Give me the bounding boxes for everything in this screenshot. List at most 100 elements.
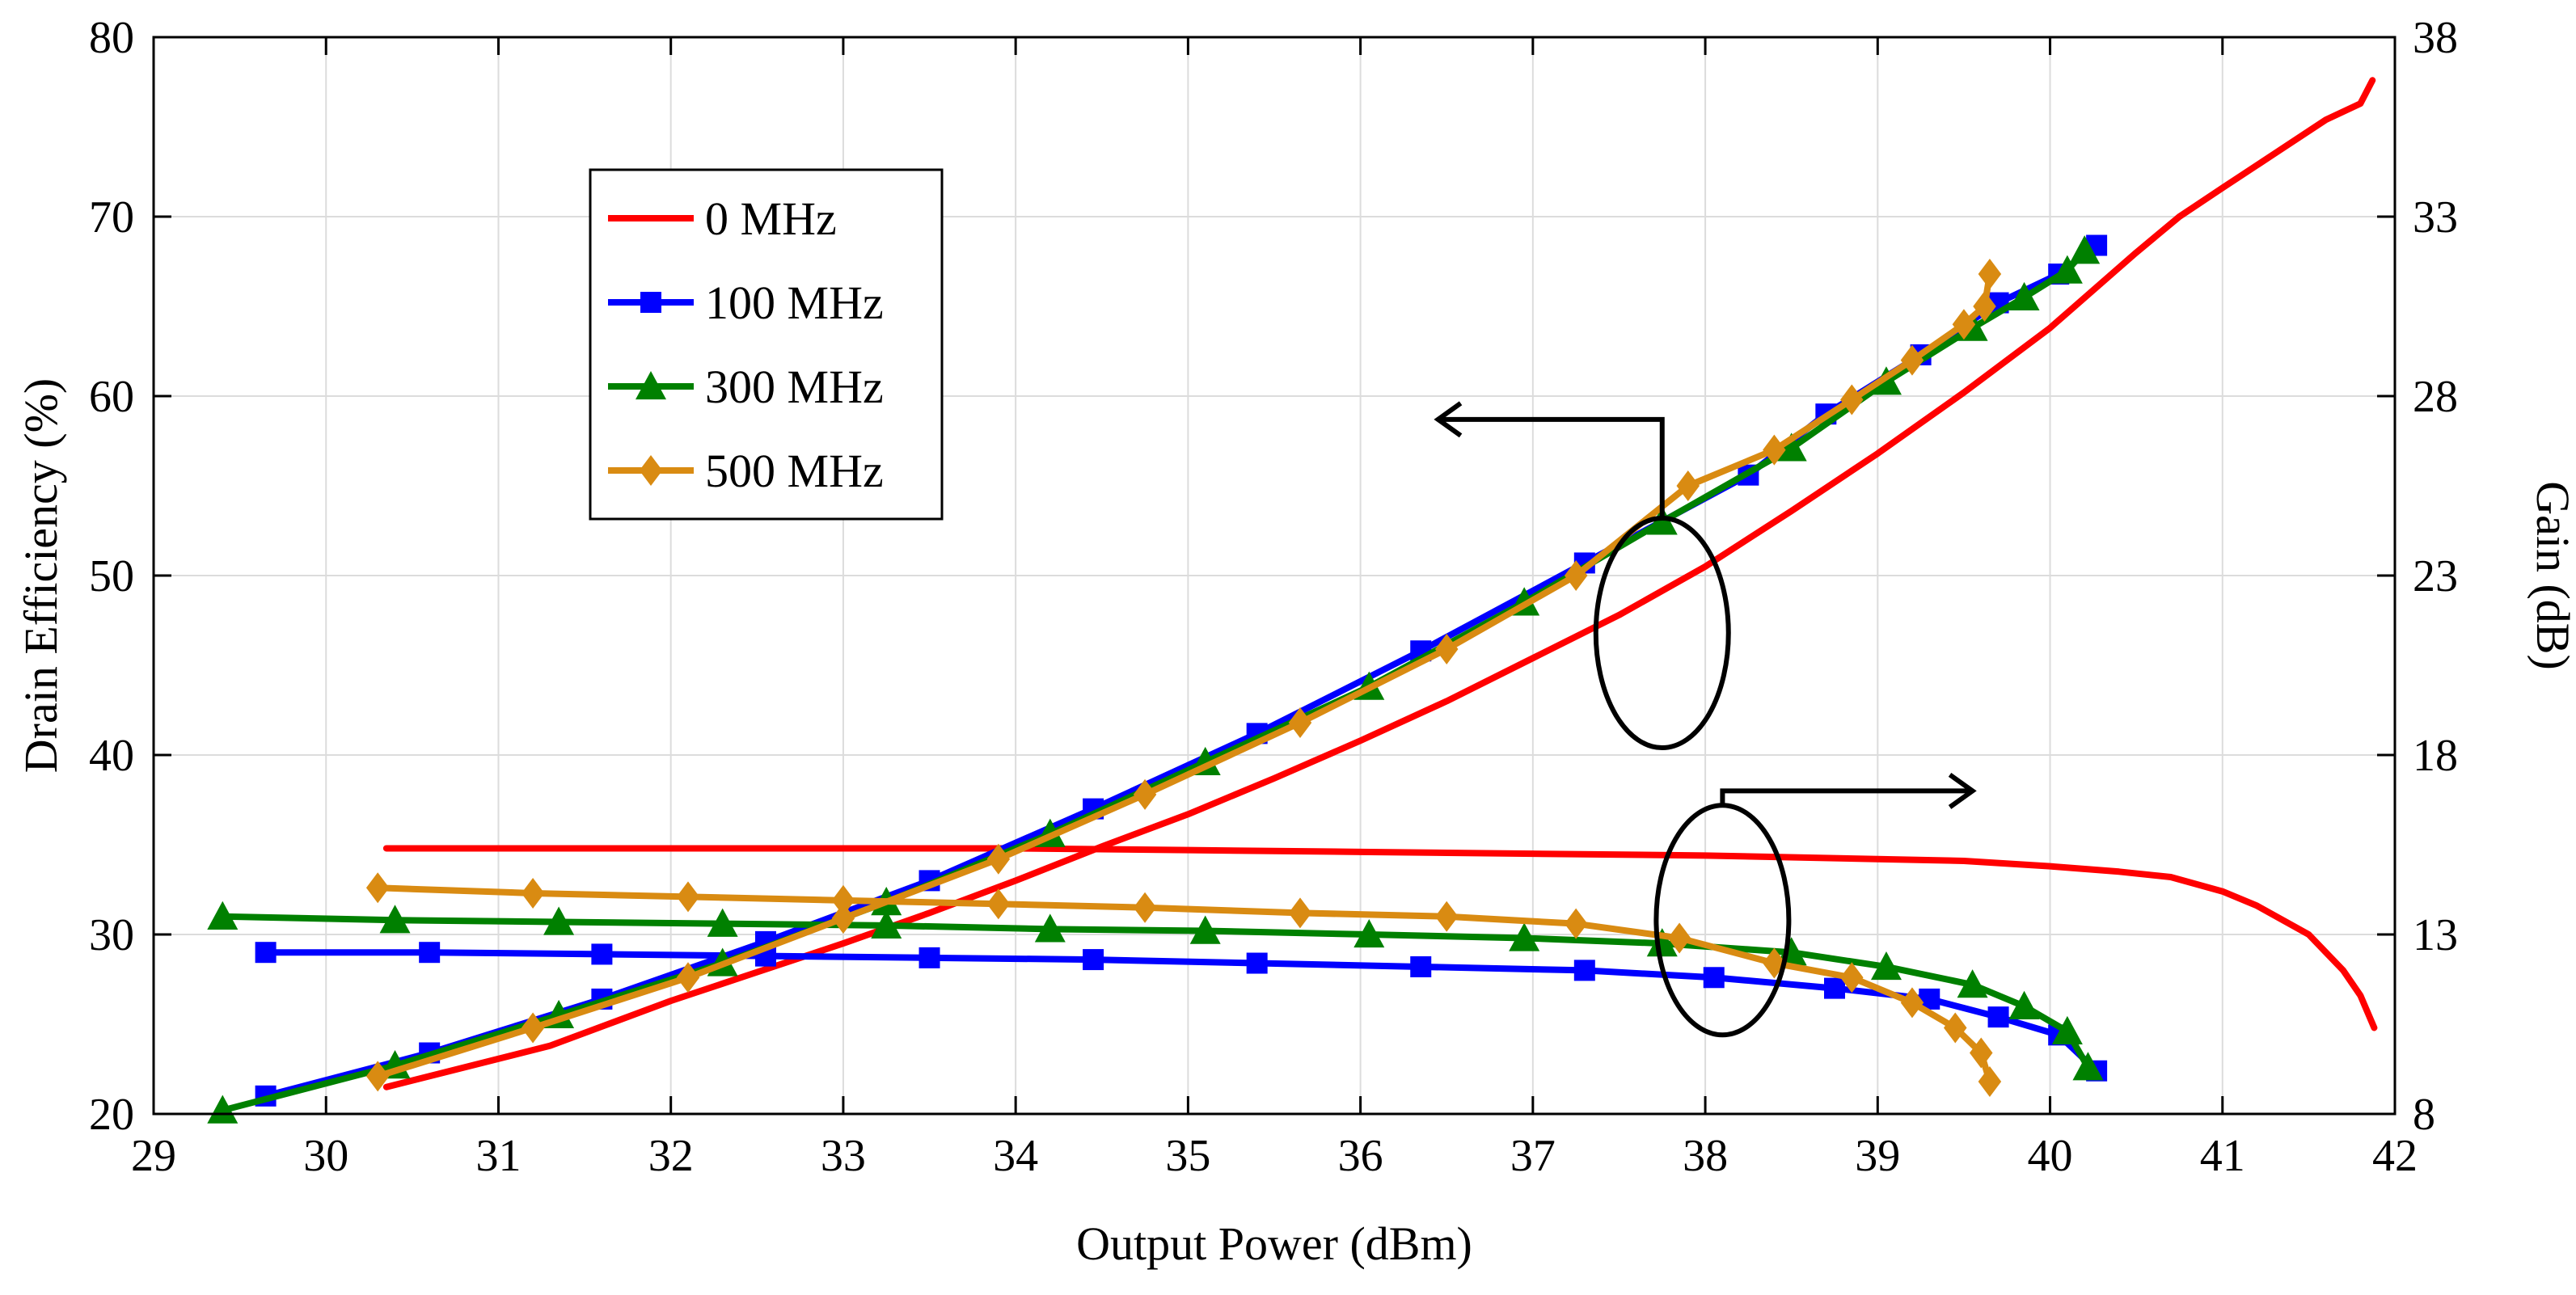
efficiency-marker xyxy=(1840,384,1864,415)
efficiency-marker xyxy=(676,962,700,993)
gain-marker xyxy=(1410,955,1432,977)
gain-marker xyxy=(676,881,700,913)
gain-marker xyxy=(379,905,411,934)
gain-marker xyxy=(1667,922,1691,954)
gain-line xyxy=(374,884,1993,1086)
legend-marker xyxy=(636,371,666,400)
legend-item: 300 MHz xyxy=(608,361,884,413)
efficiency-marker xyxy=(1434,634,1459,665)
x-tick-label: 31 xyxy=(475,1131,521,1181)
gain-marker xyxy=(1573,960,1595,981)
efficiency-marker xyxy=(2069,235,2101,264)
legend-box xyxy=(589,168,944,521)
y2-axis-label: Gain (dB) xyxy=(2527,481,2576,670)
gain-marker xyxy=(871,909,902,939)
y2-tick-label: 8 xyxy=(2413,1090,2435,1140)
gain-marker xyxy=(707,908,738,937)
gain-marker xyxy=(1900,987,1924,1019)
gain-marker xyxy=(1564,908,1588,939)
gain-marker xyxy=(255,942,277,964)
gain-marker xyxy=(1646,928,1678,957)
annotation-arrow-head xyxy=(1948,772,1977,809)
gain-marker xyxy=(365,872,390,904)
gain-marker xyxy=(1703,967,1725,989)
gain-marker xyxy=(986,888,1011,920)
gain-marker xyxy=(918,947,940,968)
y-tick-label: 80 xyxy=(89,13,134,63)
efficiency-marker xyxy=(521,1012,545,1044)
efficiency-marker xyxy=(1952,309,1976,340)
x-tick-label: 36 xyxy=(1338,1131,1383,1181)
x-tick-label: 41 xyxy=(2200,1131,2245,1181)
gain-marker xyxy=(1840,962,1864,993)
gain-marker xyxy=(831,884,855,916)
gain-marker xyxy=(1957,969,1988,998)
x-tick-label: 40 xyxy=(2028,1131,2073,1181)
efficiency-line xyxy=(374,271,1993,1080)
efficiency-marker xyxy=(831,903,855,934)
axis-ticks: 29 30 31 32 33 34 35 36 37 38 39 40 41 42 20 30 40 50 60 70… xyxy=(89,13,2458,1181)
gain-marker xyxy=(2008,990,2040,1019)
annotation-arrow-line xyxy=(1720,788,1973,806)
x-tick-label: 32 xyxy=(648,1131,694,1181)
legend-label: 300 MHz xyxy=(705,361,884,413)
legend-label: 100 MHz xyxy=(705,276,884,329)
y-tick-label: 40 xyxy=(89,731,134,781)
gain-marker xyxy=(1133,892,1157,923)
y-tick-label: 30 xyxy=(89,910,134,960)
y2-tick-label: 23 xyxy=(2413,551,2458,601)
efficiency-marker xyxy=(1676,470,1700,501)
x-tick-label: 29 xyxy=(131,1131,176,1181)
efficiency-marker xyxy=(2008,281,2040,311)
gain-line xyxy=(219,913,2092,1071)
y2-tick-label: 18 xyxy=(2413,731,2458,781)
efficiency-marker xyxy=(1564,560,1588,591)
x-tick-label: 38 xyxy=(1683,1131,1728,1181)
annotations xyxy=(1434,401,1977,1038)
gain-marker xyxy=(1083,949,1104,971)
gain-marker xyxy=(1189,915,1221,944)
x-tick-label: 37 xyxy=(1510,1131,1556,1181)
gain-marker xyxy=(2051,1015,2083,1045)
gain-marker xyxy=(1987,1006,2009,1028)
legend-marker xyxy=(639,455,663,486)
efficiency-marker xyxy=(1978,259,2002,290)
series-0-mhz xyxy=(382,77,2378,1090)
legend-item: 100 MHz xyxy=(608,276,884,329)
y-tick-label: 50 xyxy=(89,551,134,601)
y-tick-label: 20 xyxy=(89,1090,134,1140)
efficiency-marker xyxy=(1776,432,1807,462)
x-tick-label: 34 xyxy=(993,1131,1038,1181)
x-tick-label: 33 xyxy=(821,1131,866,1181)
x-tick-label: 42 xyxy=(2372,1131,2418,1181)
y2-tick-label: 33 xyxy=(2413,192,2458,243)
gain-line xyxy=(382,845,2378,1031)
x-axis-label: Output Power (dBm) xyxy=(1076,1217,1472,1270)
gain-marker xyxy=(1978,1066,2002,1098)
y-tick-label: 70 xyxy=(89,192,134,243)
gain-marker xyxy=(1870,951,1902,981)
y-axis-label: Drain Efficiency (%) xyxy=(15,378,67,773)
gain-marker xyxy=(521,877,545,909)
gain-marker xyxy=(1824,977,1845,999)
gain-marker xyxy=(2072,1052,2104,1081)
efficiency-marker xyxy=(1133,778,1157,810)
legend-label: 500 MHz xyxy=(705,445,884,497)
legend: 0 MHz 100 MHz 300 MHz 500 MHz xyxy=(589,168,944,521)
gain-marker xyxy=(207,901,239,930)
gain-marker xyxy=(1246,952,1268,974)
gain-marker xyxy=(1944,1012,1967,1044)
gain-marker xyxy=(1034,913,1066,943)
series-500-mhz xyxy=(365,259,2002,1098)
efficiency-marker xyxy=(365,1061,390,1092)
efficiency-line xyxy=(382,77,2376,1090)
efficiency-marker xyxy=(207,1095,239,1124)
legend-item: 500 MHz xyxy=(608,445,884,497)
efficiency-marker xyxy=(1900,344,1924,376)
x-tick-label: 30 xyxy=(303,1131,348,1181)
y-tick-label: 60 xyxy=(89,372,134,422)
gain-marker xyxy=(1434,901,1459,932)
efficiency-marker xyxy=(2051,255,2083,284)
legend-marker xyxy=(640,292,661,313)
